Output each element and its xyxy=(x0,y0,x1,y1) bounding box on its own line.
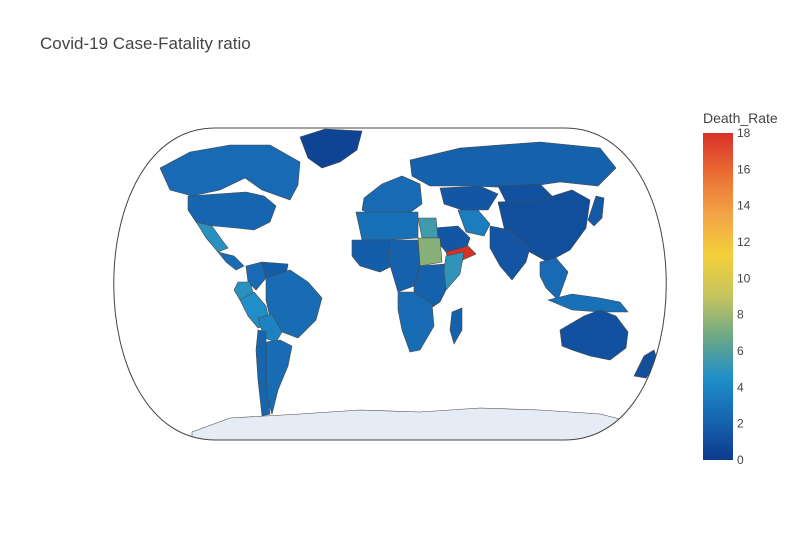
region-australia[interactable]: Australia: 1.2 xyxy=(559,309,629,361)
region-chile[interactable]: Chile: 2.2 xyxy=(255,329,271,417)
region-united-states[interactable]: United States: 2.2 xyxy=(187,191,277,231)
colorbar-tick-12: 12 xyxy=(737,235,751,249)
colorbar-tick-0: 0 xyxy=(737,453,744,467)
globe-frame xyxy=(113,127,667,441)
region-northern-africa[interactable]: Northern Africa: 2.8 xyxy=(355,211,419,241)
region-japan[interactable]: Japan: 1.6 xyxy=(587,195,605,227)
colorbar-title: Death_Rate xyxy=(703,110,778,126)
colorbar-tick-18: 18 xyxy=(737,126,751,140)
colorbar-tick-14: 14 xyxy=(737,199,751,213)
chart-title: Covid-19 Case-Fatality ratio xyxy=(40,34,251,53)
region-brazil[interactable]: Brazil: 2.6 xyxy=(265,269,323,339)
region-mongolia[interactable]: Mongolia: 1.2 xyxy=(497,183,553,203)
map-regions: Canada: 2.5United States: 2.2 Greenland: … xyxy=(159,128,700,460)
region-central-america[interactable]: Central America: 2.6 xyxy=(217,251,245,271)
region-madagascar[interactable]: Madagascar: 2 xyxy=(449,307,463,345)
region-southeast-asia[interactable]: Southeast Asia: 2.5 xyxy=(539,257,569,301)
region-indonesia[interactable]: Indonesia: 2.8 xyxy=(547,293,629,313)
region-western-europe[interactable]: Western Europe: 2.5 xyxy=(361,175,423,217)
colorbar-tick-16: 16 xyxy=(737,162,751,176)
colorbar-tick-10: 10 xyxy=(737,271,751,285)
colorbar-tick-6: 6 xyxy=(737,344,744,358)
region-sudan[interactable]: Sudan: 7.5 xyxy=(417,237,443,267)
region-colombia[interactable]: Colombia: 2.5 xyxy=(245,261,267,291)
region-central-africa[interactable]: Central Africa: 2 xyxy=(387,239,421,293)
region-argentina[interactable]: Argentina: 2.6 xyxy=(265,339,293,416)
colorbar-ticks: 0 2 4 6 8 10 12 14 16 18 xyxy=(737,126,751,467)
region-southern-africa[interactable]: Southern Africa: 2.6 xyxy=(397,291,435,353)
colorbar xyxy=(703,133,733,460)
region-canada[interactable]: Canada: 2.5 xyxy=(159,144,301,201)
colorbar-tick-8: 8 xyxy=(737,308,744,322)
colorbar-tick-4: 4 xyxy=(737,380,744,394)
region-russia[interactable]: Russia: 2 xyxy=(409,141,617,189)
region-iran[interactable]: Iran: 3.5 xyxy=(457,209,491,237)
region-kazakhstan[interactable]: Kazakhstan: 1.5 xyxy=(439,185,499,211)
region-new-zealand[interactable]: New Zealand: 1 xyxy=(633,349,659,379)
region-somalia[interactable]: Somalia: 5 xyxy=(443,251,465,291)
region-mexico[interactable]: Mexico: 4.8 xyxy=(195,221,229,253)
region-greenland[interactable]: Greenland: 0.5 xyxy=(299,128,363,169)
region-egypt[interactable]: Egypt: 5.5 xyxy=(417,217,439,239)
region-antarctica[interactable]: Antarctica xyxy=(191,407,700,460)
region-india[interactable]: India: 1.4 xyxy=(489,225,531,281)
colorbar-tick-2: 2 xyxy=(737,417,744,431)
